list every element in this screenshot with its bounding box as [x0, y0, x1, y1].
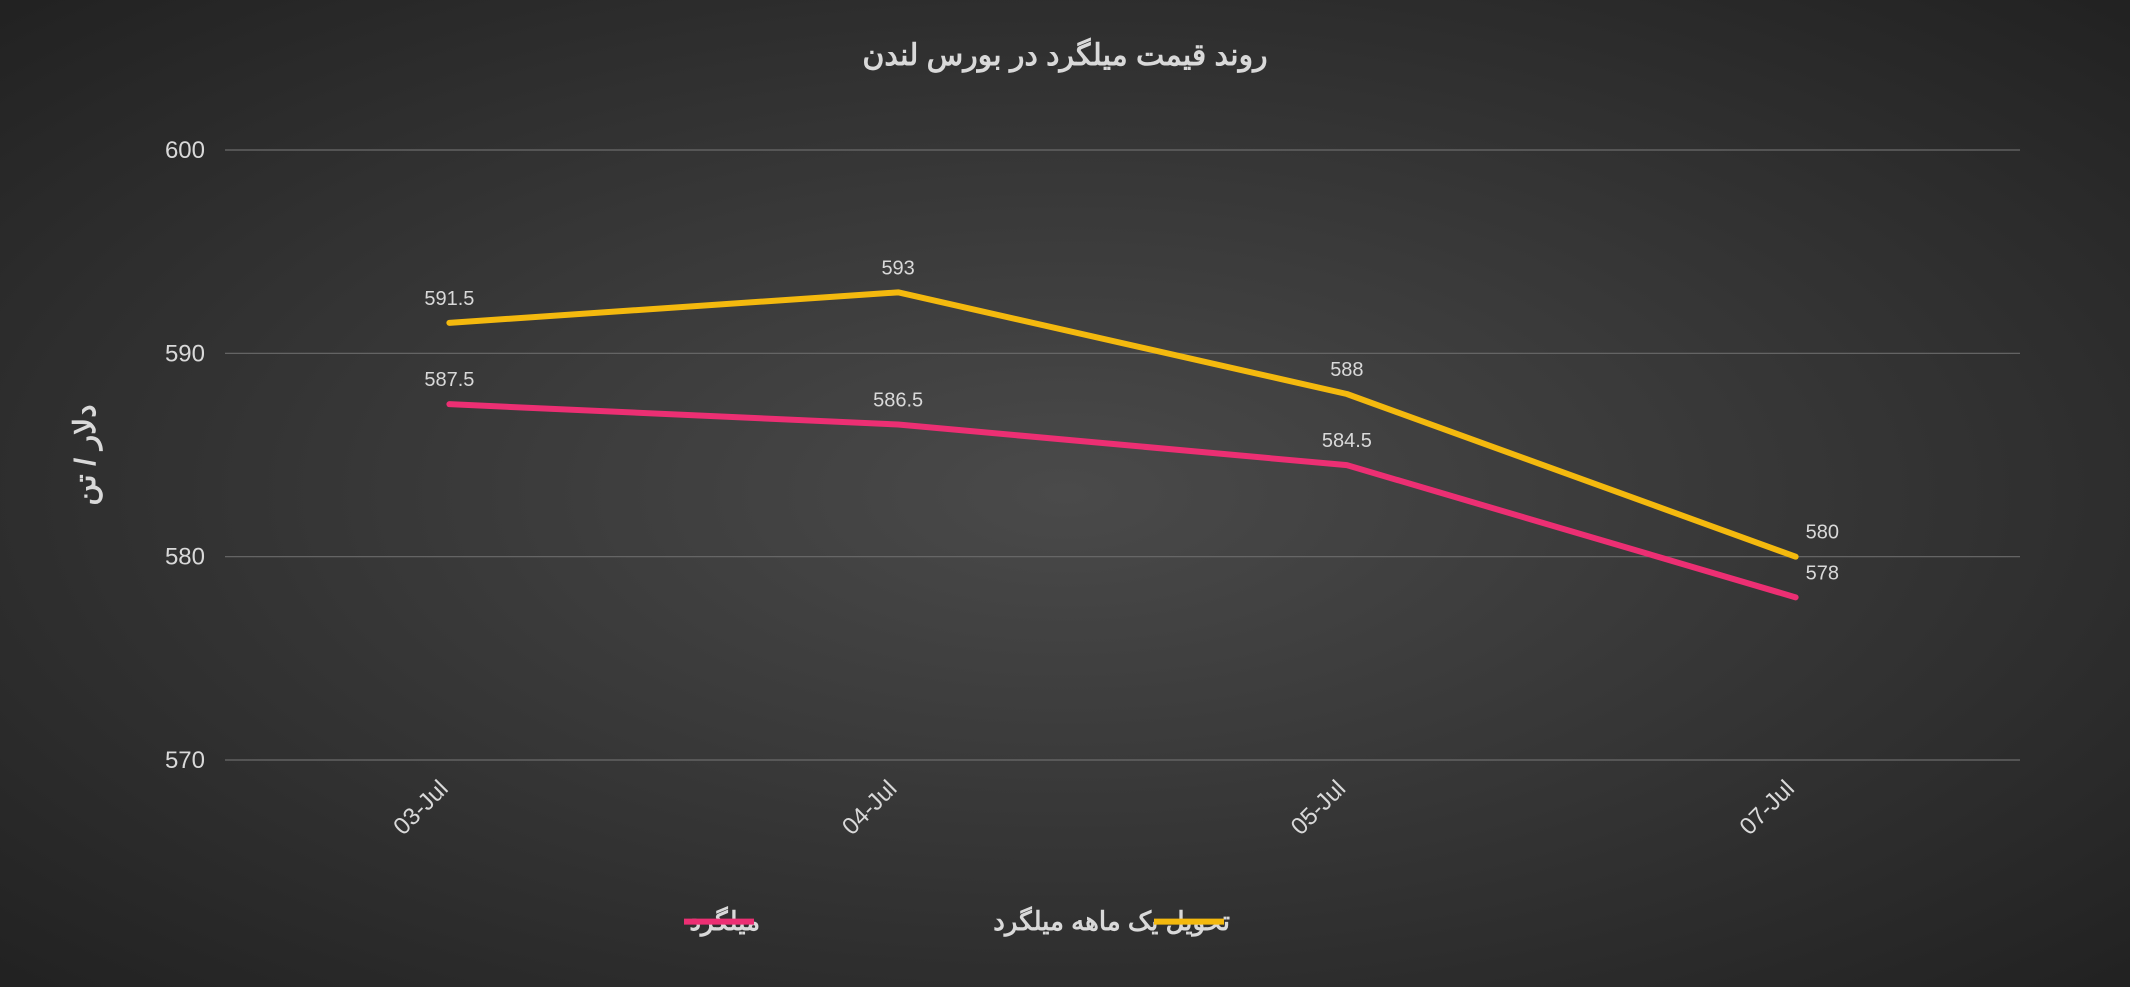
legend-item: میلگرد	[684, 906, 760, 937]
data-label: 578	[1806, 562, 1839, 584]
data-label: 588	[1330, 359, 1363, 381]
legend-item: تحویل یک ماهه میلگرد	[993, 906, 1230, 937]
y-tick-label: 590	[165, 340, 205, 367]
y-axis-title: دلار / تن	[69, 404, 103, 505]
data-label: 591.5	[424, 288, 474, 310]
rebar-price-chart: روند قیمت میلگرد در بورس لندن 570 580 590 60…	[0, 0, 2130, 987]
data-label: 584.5	[1322, 430, 1372, 452]
data-label: 587.5	[424, 369, 474, 391]
y-tick-label: 580	[165, 544, 205, 571]
chart-background	[0, 0, 2130, 987]
y-tick-label: 570	[165, 747, 205, 774]
y-tick-label: 600	[165, 137, 205, 164]
data-label: 593	[881, 257, 914, 279]
chart-title: روند قیمت میلگرد در بورس لندن	[862, 37, 1267, 73]
data-label: 586.5	[873, 390, 923, 412]
data-label: 580	[1806, 522, 1839, 544]
